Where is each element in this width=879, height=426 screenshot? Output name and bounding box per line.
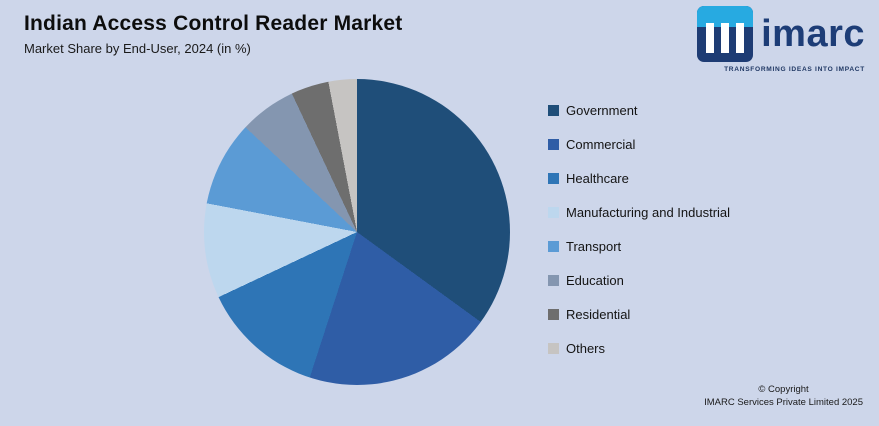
legend-swatch (548, 343, 559, 354)
legend-item: Manufacturing and Industrial (548, 203, 730, 222)
copyright-line2: IMARC Services Private Limited 2025 (704, 397, 863, 409)
legend-swatch (548, 241, 559, 252)
imarc-logo-mark-icon (697, 6, 754, 62)
imarc-logo: imarc TRANSFORMING IDEAS INTO IMPACT (697, 6, 865, 73)
legend-swatch (548, 139, 559, 150)
legend: Government Commercial Healthcare Manufactur… (548, 101, 730, 373)
legend-label: Manufacturing and Industrial (566, 205, 731, 220)
imarc-logo-row: imarc (697, 6, 865, 62)
legend-label: Others (566, 341, 606, 356)
imarc-logo-text: imarc (761, 13, 865, 55)
imarc-logo-tagline: TRANSFORMING IDEAS INTO IMPACT (724, 66, 865, 73)
legend-swatch (548, 275, 559, 286)
legend-item: Commercial (548, 135, 730, 154)
legend-swatch (548, 173, 559, 184)
copyright-note: © Copyright IMARC Services Private Limit… (704, 384, 863, 410)
pie-chart (204, 79, 510, 385)
legend-item: Healthcare (548, 169, 730, 188)
page-title: Indian Access Control Reader Market (24, 12, 403, 35)
legend-item: Transport (548, 237, 730, 256)
legend-label: Education (566, 273, 624, 288)
legend-label: Healthcare (566, 171, 629, 186)
legend-swatch (548, 309, 559, 320)
legend-item: Others (548, 339, 730, 358)
legend-item: Residential (548, 305, 730, 324)
legend-label: Residential (566, 307, 631, 322)
legend-swatch (548, 207, 559, 218)
legend-item: Education (548, 271, 730, 290)
legend-label: Government (566, 103, 638, 118)
copyright-line1: © Copyright (758, 384, 809, 396)
legend-label: Transport (566, 239, 622, 254)
legend-label: Commercial (566, 137, 636, 152)
page-subtitle: Market Share by End-User, 2024 (in %) (24, 41, 251, 56)
legend-item: Government (548, 101, 730, 120)
legend-swatch (548, 105, 559, 116)
